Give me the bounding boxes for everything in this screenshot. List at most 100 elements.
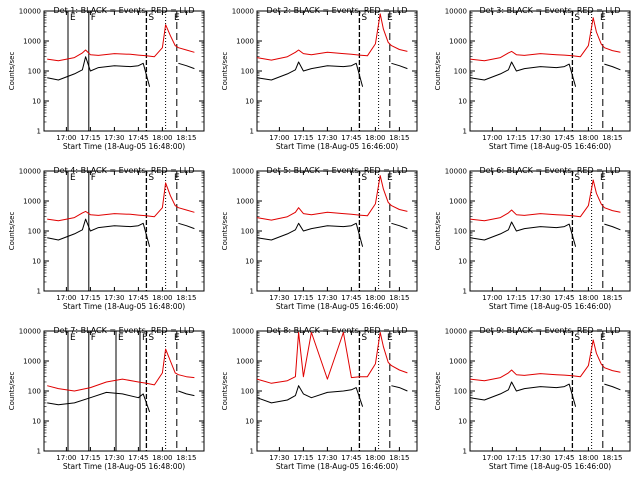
det3-ytick-label: 1000: [449, 38, 467, 46]
det3-marker-label: E: [600, 13, 606, 23]
det7-xtick-label: 17:00: [56, 454, 76, 462]
det6-lld-series: [469, 179, 621, 222]
det6-ylabel: Counts/sec: [434, 212, 442, 251]
det6-title: Det 6: BLACK = Events, RED = LLD: [480, 166, 621, 175]
det9-panel: Det 9: BLACK = Events, RED = LLD 1 10 100 10…: [434, 326, 631, 471]
det9-ytick-label: 1: [463, 448, 467, 456]
det8-ytick-label: 1: [250, 448, 254, 456]
det1-xtick-label: 17:15: [80, 134, 100, 142]
det5-panel: Det 5: BLACK = Events, RED = LLD 1 10 100 10…: [221, 166, 418, 311]
det7-marker-label: E: [118, 333, 124, 343]
det8-title: Det 8: BLACK = Events, RED = LLD: [267, 326, 408, 335]
det3-title: Det 3: BLACK = Events, RED = LLD: [480, 6, 621, 15]
det8-ytick-label: 10: [245, 418, 254, 426]
det1-events-series: [47, 56, 195, 87]
det6-ytick-label: 1: [463, 288, 467, 296]
det9-lld-series: [469, 339, 621, 382]
det7-marker-label: E: [174, 333, 180, 343]
det4-ytick-label: 10000: [19, 168, 41, 176]
det9-xlabel: Start Time (18-Aug-05 16:46:00): [489, 462, 611, 471]
det6-marker-label: S: [574, 173, 580, 183]
det1-xtick-label: 17:30: [104, 134, 124, 142]
det9-title: Det 9: BLACK = Events, RED = LLD: [480, 326, 621, 335]
det3-plot-frame: [469, 10, 631, 132]
det5-xtick-label: 18:00: [365, 294, 385, 302]
det5-marker-label: E: [387, 173, 393, 183]
det1-marker-label: E: [70, 13, 76, 23]
det1-xtick-label: 18:00: [152, 134, 172, 142]
det9-xtick-label: 17:45: [554, 454, 574, 462]
det4-xtick-label: 17:15: [80, 294, 100, 302]
det2-marker-label: E: [387, 13, 393, 23]
det6-ytick-label: 10: [458, 258, 467, 266]
det7-ylabel: Counts/sec: [8, 372, 16, 411]
det1-xlabel: Start Time (18-Aug-05 16:48:00): [63, 142, 185, 151]
det7-ytick-label: 1000: [23, 358, 41, 366]
det8-xtick-label: 18:00: [365, 454, 385, 462]
det8-xlabel: Start Time (18-Aug-05 16:46:00): [276, 462, 398, 471]
det5-xtick-label: 17:30: [269, 294, 289, 302]
det3-lld-series: [469, 17, 621, 62]
det4-ytick-label: 10: [32, 258, 41, 266]
det7-ytick-label: 10000: [19, 328, 41, 336]
det2-ylabel: Counts/sec: [221, 52, 229, 91]
det7-ytick-label: 1: [37, 448, 41, 456]
det2-xtick-label: 17:30: [317, 134, 337, 142]
det8-ylabel: Counts/sec: [221, 372, 229, 411]
det1-ytick-label: 10: [32, 98, 41, 106]
det5-xtick-label: 17:15: [293, 294, 313, 302]
det1-marker-label: E: [174, 13, 180, 23]
det5-xtick-label: 17:45: [341, 294, 361, 302]
det2-title: Det 2: BLACK = Events, RED = LLD: [267, 6, 408, 15]
det7-panel: Det 7: BLACK = Events, RED = LLD 1 10 100 10…: [8, 326, 205, 471]
det1-xtick-label: 18:15: [176, 134, 196, 142]
det4-marker-label: F: [91, 173, 96, 183]
det9-ytick-label: 100: [454, 388, 467, 396]
det4-title: Det 4: BLACK = Events, RED = LLD: [54, 166, 195, 175]
det4-events-series: [47, 218, 195, 247]
det8-lld-series: [256, 331, 408, 384]
det8-xtick-label: 17:30: [317, 454, 337, 462]
det9-ytick-label: 1000: [449, 358, 467, 366]
det2-ytick-label: 10000: [232, 8, 254, 16]
det6-xtick-label: 17:45: [554, 294, 574, 302]
det3-xtick-label: 17:45: [554, 134, 574, 142]
det4-marker-label: S: [148, 173, 154, 183]
det4-ytick-label: 100: [28, 228, 41, 236]
det1-ytick-label: 100: [28, 68, 41, 76]
det9-marker-label: S: [574, 333, 580, 343]
det5-title: Det 5: BLACK = Events, RED = LLD: [267, 166, 408, 175]
det7-xtick-label: 17:30: [104, 454, 124, 462]
det1-ytick-label: 10000: [19, 8, 41, 16]
det5-ytick-label: 10: [245, 258, 254, 266]
det6-xtick-label: 17:15: [506, 294, 526, 302]
det7-xlabel: Start Time (18-Aug-05 16:48:00): [63, 462, 185, 471]
det4-xtick-label: 18:00: [152, 294, 172, 302]
det5-ylabel: Counts/sec: [221, 212, 229, 251]
det8-xtick-label: 17:30: [269, 454, 289, 462]
det4-ytick-label: 1: [37, 288, 41, 296]
det7-marker-label: F: [142, 333, 147, 343]
det9-marker-label: E: [600, 333, 606, 343]
det8-ytick-label: 1000: [236, 358, 254, 366]
det4-marker-label: E: [174, 173, 180, 183]
det5-xlabel: Start Time (18-Aug-05 16:46:00): [276, 302, 398, 311]
det2-ytick-label: 100: [241, 68, 254, 76]
det9-ylabel: Counts/sec: [434, 372, 442, 411]
det3-xtick-label: 18:15: [602, 134, 622, 142]
det8-xtick-label: 17:15: [293, 454, 313, 462]
det9-ytick-label: 10: [458, 418, 467, 426]
det3-events-series: [469, 61, 621, 87]
det2-ytick-label: 1000: [236, 38, 254, 46]
det4-xtick-label: 17:00: [56, 294, 76, 302]
det5-ytick-label: 10000: [232, 168, 254, 176]
det3-ytick-label: 1: [463, 128, 467, 136]
det2-xtick-label: 17:15: [293, 134, 313, 142]
det8-xtick-label: 18:15: [389, 454, 409, 462]
det5-plot-frame: [256, 170, 418, 292]
det2-xtick-label: 17:45: [341, 134, 361, 142]
det3-xtick-label: 18:00: [578, 134, 598, 142]
det7-ytick-label: 100: [28, 388, 41, 396]
det1-xtick-label: 17:00: [56, 134, 76, 142]
det6-xtick-label: 17:00: [482, 294, 502, 302]
